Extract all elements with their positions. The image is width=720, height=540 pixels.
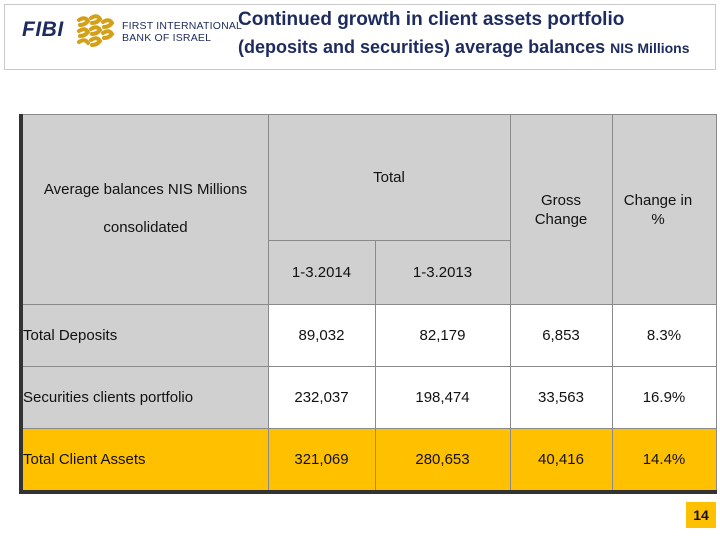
bank-name-line1: FIRST INTERNATIONAL [122, 20, 243, 32]
cell-assets-gross: 40,416 [538, 450, 584, 468]
corner-label-units: Average balances NIS Millions [43, 180, 248, 198]
cell-securities-2013: 198,474 [415, 388, 470, 406]
slide-title-line2-main: (deposits and securities) average balanc… [238, 37, 606, 57]
grid-line [23, 114, 717, 115]
cell-securities-gross: 33,563 [538, 388, 584, 406]
cell-deposits-pct: 8.3% [646, 326, 682, 344]
header-bar [4, 4, 716, 70]
cell-securities-2014: 232,037 [294, 388, 349, 406]
grid-line [23, 366, 717, 367]
cell-securities-pct: 16.9% [642, 388, 686, 406]
row-label-total-deposits: Total Deposits [23, 326, 118, 344]
grid-line [268, 240, 510, 241]
cell-deposits-2014: 89,032 [298, 326, 345, 344]
cell-assets-pct: 14.4% [642, 450, 686, 468]
column-header-2013: 1-3.2013 [412, 263, 473, 281]
grid-line [23, 304, 717, 305]
grid-line [268, 114, 269, 490]
row-label-securities: Securities clients portfolio [23, 388, 194, 406]
table-shadow-left [19, 114, 23, 494]
total-header: Total [373, 168, 405, 186]
grid-line [510, 114, 511, 490]
grid-line [23, 428, 717, 429]
grid-line [375, 240, 376, 490]
cell-assets-2013: 280,653 [415, 450, 470, 468]
table-shadow-bottom [19, 490, 717, 494]
gross-change-header: Gross Change [534, 192, 588, 228]
table-header-bg [23, 114, 717, 304]
slide-title-units: NIS Millions [610, 40, 690, 56]
corner-label-scope: consolidated [103, 218, 188, 236]
slide-title-line2: (deposits and securities) average balanc… [238, 37, 690, 58]
row-label-total-client-assets: Total Client Assets [23, 450, 146, 468]
bank-name: FIRST INTERNATIONAL BANK OF ISRAEL [122, 20, 242, 44]
change-percent-header: Change in % [623, 192, 693, 228]
grid-line [612, 114, 613, 490]
cell-assets-2014: 321,069 [294, 450, 349, 468]
bank-emblem-icon [77, 14, 115, 47]
total-row-bg [23, 428, 717, 490]
column-header-2014: 1-3.2014 [291, 263, 352, 281]
slide-title-line1: Continued growth in client assets portfo… [238, 9, 625, 30]
cell-deposits-gross: 6,853 [542, 326, 580, 344]
bank-name-line2: BANK OF ISRAEL [122, 32, 212, 44]
cell-deposits-2013: 82,179 [419, 326, 466, 344]
fibi-logo: FIBI [22, 18, 64, 41]
grid-line [716, 114, 717, 490]
page-number: 14 [686, 502, 716, 528]
